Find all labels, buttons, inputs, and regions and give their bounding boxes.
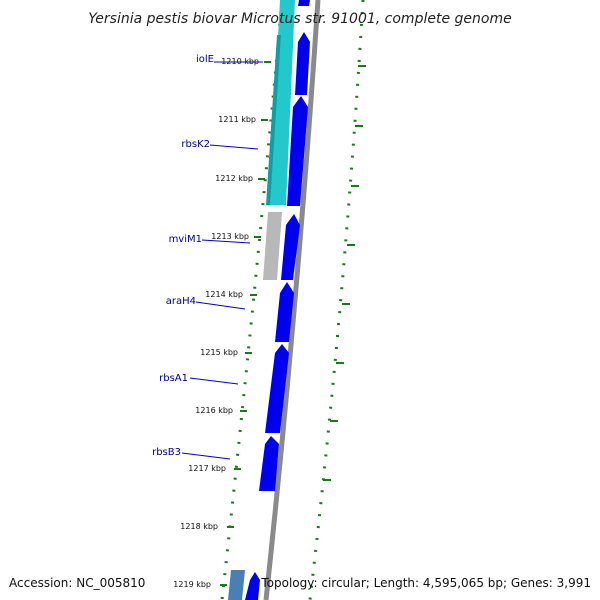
gene-leader-line (189, 377, 239, 385)
gene-label-rbsK2[interactable]: rbsK2 (181, 139, 210, 150)
accession-text: Accession: NC_005810 (9, 576, 145, 590)
tick-label: 1218 kbp (180, 522, 218, 531)
gene-label-rbsA1[interactable]: rbsA1 (159, 373, 188, 384)
topology-text: Topology: circular; Length: 4,595,065 bp… (260, 576, 591, 590)
gene-leader-line (181, 452, 231, 460)
gene-leader-line (209, 144, 259, 150)
gene-label-rbsB3[interactable]: rbsB3 (152, 447, 181, 458)
gene-labels: iolE rbsK2 mviM1 araH4 rbsA1 rbsB3 (152, 54, 263, 460)
cog-track (228, 0, 295, 600)
tick-label: 1215 kbp (200, 348, 238, 357)
map-title: Yersinia pestis biovar Microtus str. 910… (88, 11, 511, 27)
backbone-arc (263, 0, 321, 600)
tick-label: 1216 kbp (195, 406, 233, 415)
gene-leader-line (201, 239, 251, 244)
gene-label-iolE[interactable]: iolE (196, 54, 214, 65)
gene-label-araH4[interactable]: araH4 (166, 296, 196, 307)
tick-label: 1214 kbp (205, 290, 243, 299)
cds-track (245, 0, 310, 600)
tick-label: 1219 kbp (173, 580, 211, 589)
tick-label: 1211 kbp (218, 115, 256, 124)
tick-label: 1213 kbp (211, 232, 249, 241)
tick-label: 1217 kbp (188, 464, 226, 473)
tick-marks (220, 61, 366, 586)
gene-label-mviM1[interactable]: mviM1 (169, 234, 202, 245)
tick-labels: 1210 kbp 1211 kbp 1212 kbp 1213 kbp 1214… (173, 57, 259, 589)
gene-leader-line (195, 301, 246, 310)
tick-label: 1212 kbp (215, 174, 253, 183)
